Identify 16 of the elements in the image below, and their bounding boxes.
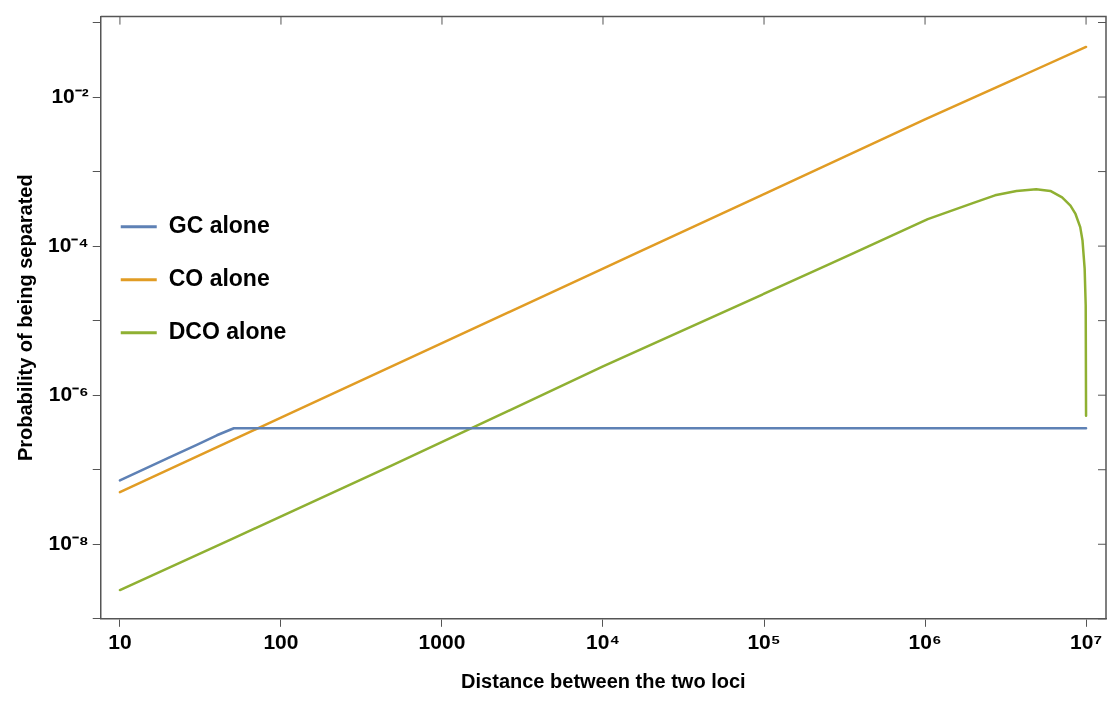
x-tick-label: 10⁴	[586, 630, 620, 654]
x-tick-label: 100	[263, 630, 299, 654]
y-tick-label: 10⁻⁸	[48, 531, 89, 555]
legend-label: DCO alone	[168, 318, 287, 345]
y-tick-label: 10⁻²	[51, 83, 89, 107]
x-tick-label: 10⁵	[747, 630, 781, 654]
x-tick-label: 10	[108, 630, 132, 654]
legend-label: GC alone	[168, 212, 270, 239]
legend-label: CO alone	[168, 265, 270, 292]
y-tick-label: 10⁻⁶	[48, 381, 89, 405]
x-tick-label: 10⁷	[1070, 630, 1103, 654]
y-axis-title: Probability of being separated	[13, 174, 36, 462]
x-tick-label: 10⁶	[908, 630, 942, 654]
y-tick-label: 10⁻⁴	[48, 232, 89, 256]
x-axis-title: Distance between the two loci	[461, 669, 746, 692]
x-tick-label: 1000	[418, 630, 466, 654]
